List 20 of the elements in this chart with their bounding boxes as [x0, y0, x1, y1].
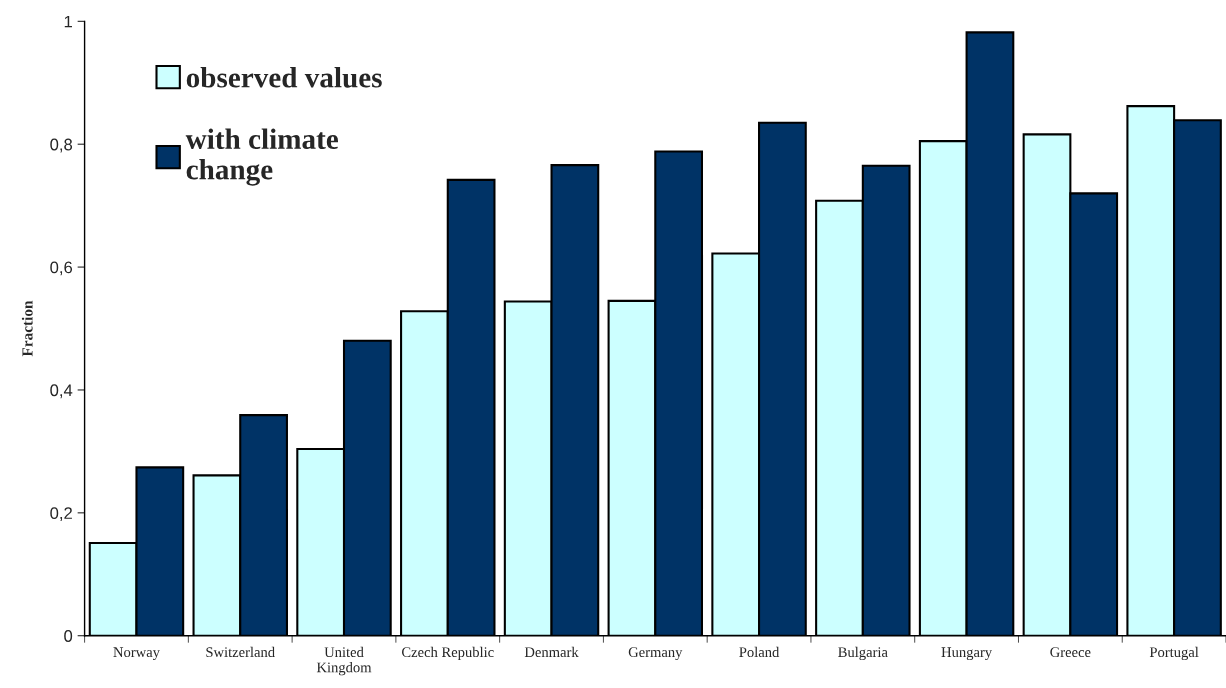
- x-tick-label: Denmark: [524, 646, 579, 658]
- x-tick-label: Greece: [1050, 647, 1091, 658]
- x-tick-label: Portugal: [1149, 646, 1199, 661]
- x-tick-label: United Kingdom: [316, 646, 372, 676]
- legend-label: with climate change: [185, 128, 338, 186]
- y-tick-label: 0,4: [50, 384, 73, 399]
- y-tick-label: 0,2: [50, 507, 72, 522]
- x-tick-label: Czech Republic: [402, 646, 494, 661]
- x-tick-label: Norway: [113, 647, 160, 661]
- x-tick-label: Poland: [739, 646, 780, 658]
- y-tick-label: 0,6: [50, 261, 73, 276]
- y-tick-label: 0,8: [50, 138, 73, 153]
- x-tick-label: Germany: [628, 647, 683, 661]
- y-tick-label: 0: [64, 630, 73, 642]
- y-tick-label: 1: [64, 15, 72, 28]
- x-tick-label: Hungary: [941, 647, 993, 661]
- x-tick-label: Bulgaria: [838, 646, 888, 661]
- y-axis-title: Fraction: [21, 300, 33, 357]
- legend-label: observed values: [186, 67, 382, 88]
- x-tick-label: Switzerland: [206, 646, 275, 658]
